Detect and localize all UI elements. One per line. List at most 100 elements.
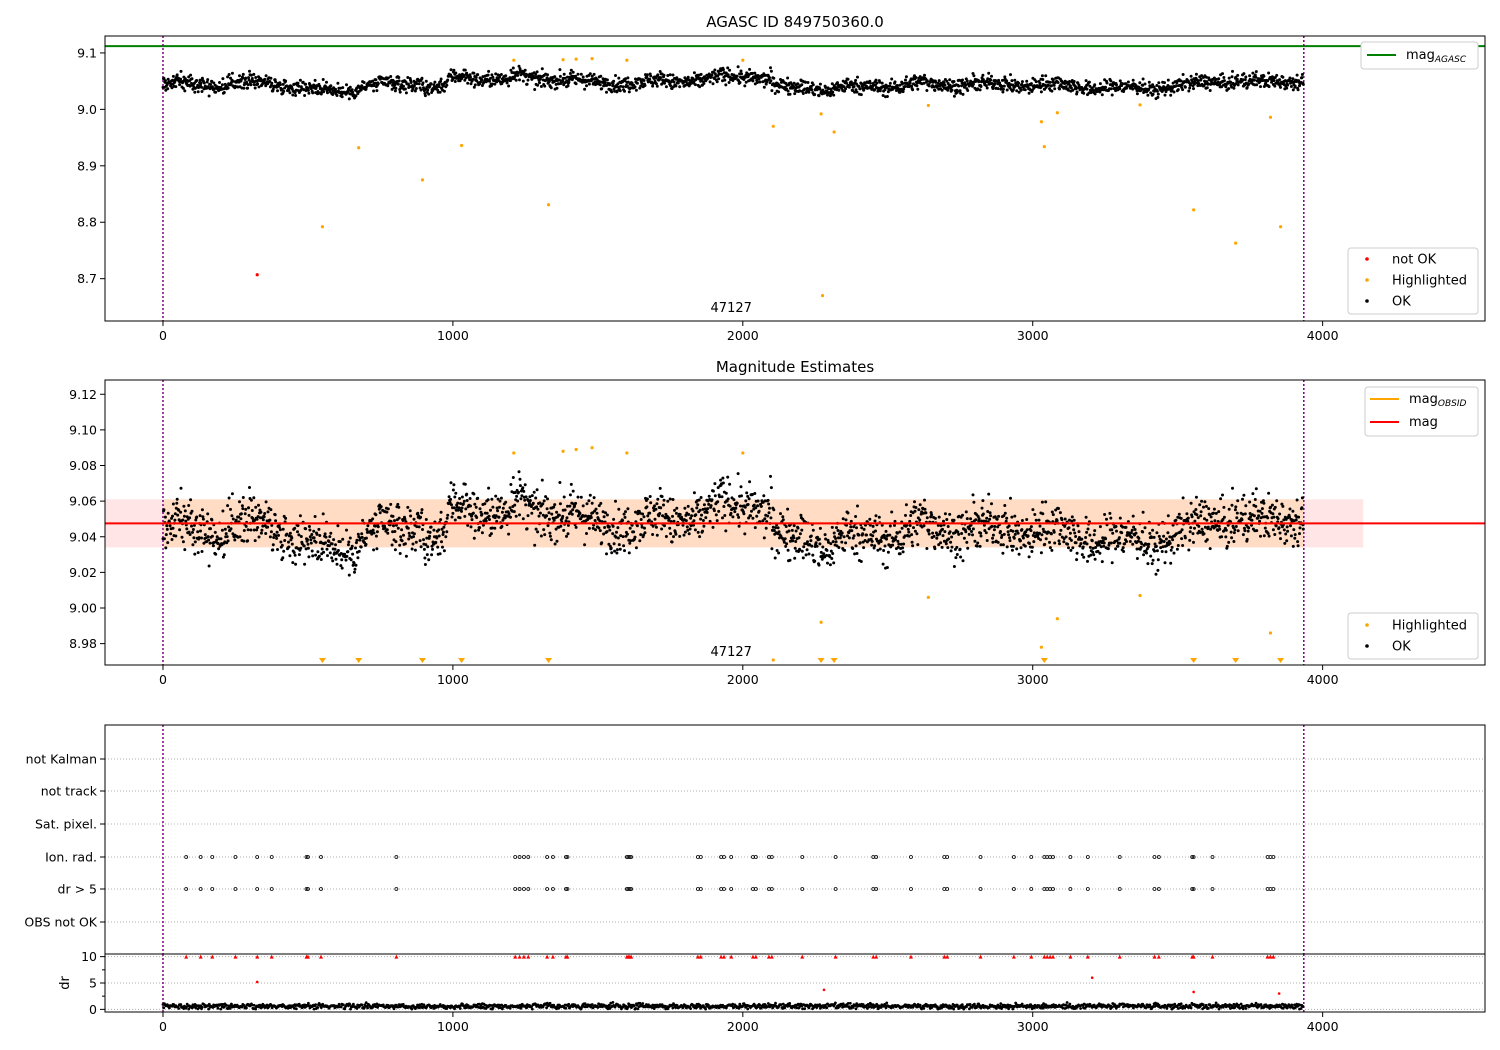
ok-point: [229, 507, 232, 511]
ok-point: [841, 517, 845, 521]
ok-point: [303, 94, 307, 97]
ok-point: [957, 84, 961, 88]
ok-point: [984, 531, 988, 535]
ok-point: [457, 506, 461, 510]
ok-point: [777, 551, 781, 555]
ok-point: [488, 518, 491, 521]
ok-point: [420, 508, 424, 512]
ok-point: [398, 552, 402, 555]
ok-point: [523, 68, 527, 72]
ok-point: [226, 539, 230, 543]
ok-point: [804, 553, 808, 557]
legend-mag-label: mag: [1409, 415, 1438, 430]
ok-point: [439, 518, 443, 522]
ok-point: [925, 516, 929, 520]
ok-point: [843, 89, 847, 93]
ok-point: [1049, 532, 1053, 536]
ok-point: [1137, 536, 1141, 540]
ok-point: [1199, 510, 1203, 514]
ok-point: [465, 492, 469, 496]
ok-point: [862, 546, 866, 550]
ok-point: [1092, 533, 1096, 537]
ok-point: [261, 518, 265, 522]
ok-point: [915, 84, 919, 88]
ok-point: [287, 545, 291, 549]
ok-point: [407, 537, 411, 541]
below-range-marker: [1232, 658, 1240, 663]
ok-point: [1295, 73, 1299, 77]
ok-point: [229, 527, 233, 531]
ok-point: [1200, 499, 1204, 503]
ok-point: [550, 512, 554, 516]
ok-point: [996, 540, 1000, 544]
ok-point: [439, 79, 443, 83]
ok-point: [176, 513, 180, 517]
ok-point: [490, 82, 494, 86]
ok-point: [862, 527, 866, 531]
ok-point: [569, 482, 573, 486]
ok-point: [975, 544, 979, 548]
ok-point: [949, 540, 953, 544]
ok-point: [878, 80, 882, 84]
highlighted-point: [357, 146, 361, 150]
ok-point: [1276, 517, 1280, 521]
ok-point: [336, 81, 340, 85]
ok-point: [212, 81, 216, 85]
ok-point: [571, 70, 575, 74]
ok-point: [1050, 548, 1054, 552]
ok-point: [902, 542, 906, 546]
ok-point: [595, 511, 599, 515]
ok-point: [1130, 535, 1134, 539]
ok-point: [1222, 79, 1226, 83]
ok-point: [933, 547, 937, 551]
ok-point: [439, 77, 443, 81]
ok-point: [1181, 73, 1185, 76]
ok-point: [1250, 518, 1254, 522]
ok-point: [1141, 77, 1145, 81]
ok-point: [1156, 95, 1160, 99]
ok-point: [440, 540, 443, 544]
ok-point: [230, 492, 234, 496]
ok-point: [350, 544, 354, 548]
ok-point: [1147, 542, 1151, 546]
ok-point: [285, 84, 289, 88]
ok-point: [738, 81, 742, 84]
ok-point: [416, 511, 420, 515]
ok-point: [747, 497, 751, 501]
ok-point: [1133, 528, 1137, 531]
ok-point: [914, 506, 918, 509]
ok-point: [1273, 84, 1277, 88]
ok-point: [483, 502, 487, 506]
ok-point: [1255, 529, 1259, 533]
ok-point: [967, 532, 971, 536]
ok-point: [752, 503, 756, 507]
ok-point: [1048, 80, 1052, 84]
ok-point: [394, 86, 398, 90]
ok-point: [605, 530, 609, 534]
ok-point: [1131, 542, 1135, 546]
y-tick-label: 9.02: [69, 565, 97, 580]
ok-point: [404, 91, 408, 95]
ok-point: [1147, 80, 1151, 84]
ok-point: [489, 532, 493, 536]
ok-point: [846, 77, 850, 81]
ok-point: [843, 548, 847, 552]
ok-point: [726, 475, 730, 479]
ok-point: [330, 556, 334, 560]
ok-point: [500, 525, 504, 528]
ok-point: [476, 73, 480, 77]
ok-point: [553, 503, 557, 507]
ok-point: [779, 512, 782, 516]
ok-point: [871, 534, 875, 538]
ok-point: [822, 552, 826, 556]
ok-point: [1181, 544, 1185, 547]
ok-point: [961, 92, 965, 96]
ok-point: [988, 517, 992, 521]
ok-point: [600, 87, 604, 91]
ok-point: [500, 510, 504, 514]
ok-point: [456, 501, 460, 505]
ok-point: [1118, 87, 1122, 91]
ok-point: [918, 518, 922, 522]
ok-point: [763, 517, 767, 521]
ok-point: [1251, 492, 1255, 496]
